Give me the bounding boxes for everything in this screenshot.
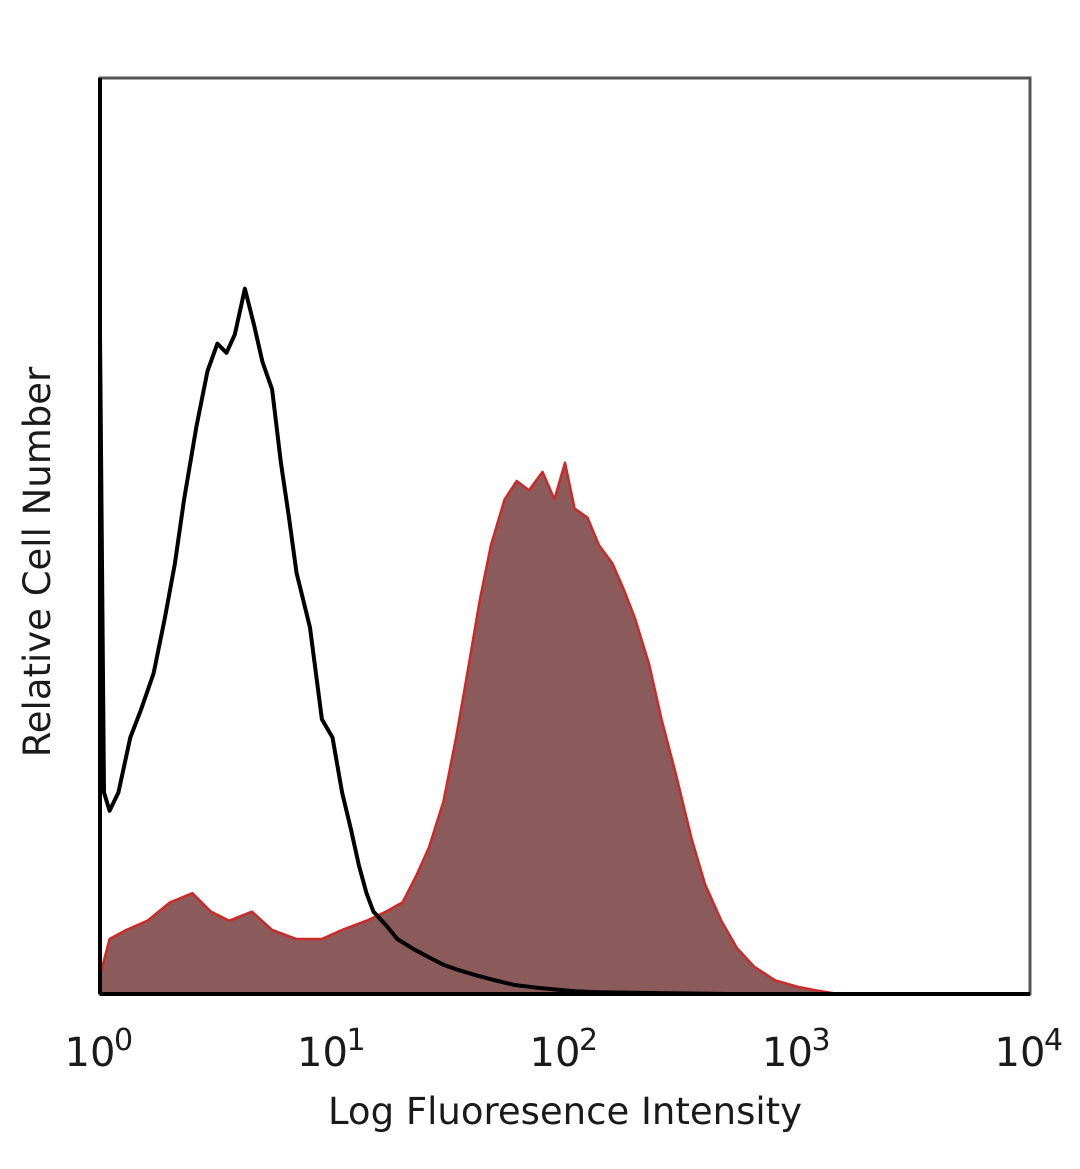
x-tick-exponent-2: 2 (579, 1023, 598, 1058)
x-tick-exponent-4: 4 (1044, 1023, 1063, 1058)
x-tick-label-2: 10 (530, 1030, 581, 1076)
series-0-edge (98, 461, 839, 996)
x-tick-label-1: 10 (297, 1030, 348, 1076)
x-tick-label-0: 10 (65, 1030, 116, 1076)
series-layer (98, 286, 839, 996)
x-tick-exponent-0: 0 (114, 1023, 133, 1058)
x-axis-title: Log Fluoresence Intensity (328, 1090, 802, 1133)
x-tick-label-4: 10 (995, 1030, 1046, 1076)
series-0-area (100, 462, 839, 994)
series-1-line (98, 286, 728, 996)
x-tick-label-3: 10 (762, 1030, 813, 1076)
x-tick-exponent-3: 3 (812, 1023, 831, 1058)
y-axis-title: Relative Cell Number (16, 366, 59, 757)
x-tick-exponent-1: 1 (347, 1023, 366, 1058)
x-tick-labels: 100 101 102 103 104 (65, 1023, 1064, 1076)
